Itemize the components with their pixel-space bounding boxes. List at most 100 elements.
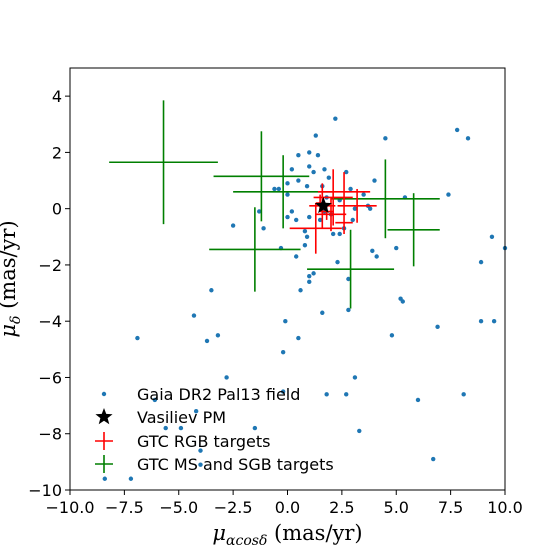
y-tick-label: 2	[52, 143, 62, 162]
gaia-point	[163, 425, 168, 431]
plot-frame	[69, 67, 506, 491]
y-tick-label: −4	[38, 312, 62, 331]
gaia-point	[435, 324, 440, 330]
gaia-point	[346, 307, 351, 313]
x-axis-label: μαcosδ (mas/yr)	[212, 521, 362, 549]
gaia-point	[261, 226, 266, 231]
gaia-point	[313, 133, 318, 138]
ms-sgb-errorbar	[209, 207, 301, 292]
ms-sgb-errorbar	[307, 229, 395, 309]
gaia-point	[204, 338, 210, 344]
gaia-point	[357, 428, 362, 434]
legend-vasiliev-label: Vasiliev PM	[137, 408, 226, 427]
gaia-point	[446, 192, 451, 197]
x-tick-label: −10.0	[45, 498, 94, 517]
gaia-point	[478, 259, 484, 265]
rgb-errorbar	[289, 203, 342, 254]
gaia-point	[307, 279, 312, 285]
gaia-point	[276, 186, 281, 192]
gaia-point	[370, 248, 375, 254]
gaia-point	[344, 169, 349, 175]
gaia-point	[296, 153, 301, 158]
gaia-point	[304, 234, 310, 239]
gaia-point	[198, 462, 203, 467]
gaia-point	[285, 192, 290, 197]
svg-text:μδ (mas/yr): μδ (mas/yr)	[0, 220, 24, 337]
gaia-point	[289, 209, 295, 214]
gaia-point	[135, 335, 140, 341]
ms-sgb-errorbar	[331, 159, 440, 239]
gaia-point	[102, 476, 108, 481]
gaia-point	[367, 206, 373, 211]
gaia-point	[307, 214, 312, 220]
gaia-point	[324, 392, 329, 397]
gaia-point	[224, 375, 229, 380]
gaia-point	[307, 150, 312, 155]
gaia-point	[296, 178, 301, 183]
gaia-point	[294, 254, 299, 259]
legend-ms-sgb-label: GTC MS and SGB targets	[137, 455, 334, 474]
gaia-point	[415, 397, 421, 403]
x-axis-ticks: −10.0 −7.5 −5.0 −2.5 0.0 2.5 5.0 7.5 10.0	[45, 490, 523, 517]
gaia-point	[294, 217, 299, 223]
gaia-point	[431, 456, 436, 462]
legend-rgb-swatch	[95, 432, 113, 450]
gaia-point	[333, 116, 338, 121]
ms-sgb-errorbar	[109, 100, 218, 225]
gaia-point	[302, 228, 308, 234]
gaia-point	[465, 136, 471, 141]
gaia-point	[191, 313, 197, 318]
gaia-point	[302, 243, 308, 248]
y-axis-ticks: −10 −8 −6 −4 −2 0 2 4	[28, 87, 70, 500]
gaia-point	[311, 169, 316, 175]
gaia-point	[330, 231, 336, 237]
gaia-point	[280, 349, 286, 355]
x-tick-label: 5.0	[384, 498, 409, 517]
gaia-point	[491, 319, 497, 324]
gaia-point	[478, 319, 484, 324]
gaia-point	[322, 167, 327, 172]
ms-sgb-errorbars	[109, 100, 440, 309]
gaia-point	[252, 425, 258, 431]
gaia-point	[389, 333, 395, 338]
gaia-point	[215, 333, 221, 338]
y-tick-label: −10	[28, 481, 62, 500]
ms-sgb-errorbar	[233, 155, 334, 229]
gaia-point	[400, 299, 405, 304]
legend-rgb-label: GTC RGB targets	[137, 432, 270, 451]
gaia-point	[280, 389, 286, 394]
gaia-point	[344, 392, 349, 397]
gaia-field-points	[102, 116, 508, 481]
gaia-point	[307, 273, 312, 279]
gaia-point	[289, 167, 295, 172]
gaia-point	[209, 288, 214, 293]
x-tick-label: 2.5	[329, 498, 354, 517]
gaia-point	[193, 409, 199, 414]
legend-gaia-swatch	[101, 391, 107, 397]
gaia-point	[307, 164, 312, 169]
gaia-point	[283, 319, 288, 324]
legend-star-swatch	[95, 408, 113, 425]
y-tick-label: −2	[38, 256, 62, 275]
vasiliev-star	[314, 196, 332, 214]
gaia-point	[128, 476, 134, 481]
y-axis-label: μδ (mas/yr)	[0, 220, 24, 337]
gaia-point	[346, 276, 351, 282]
y-tick-label: −8	[38, 425, 62, 444]
gaia-point	[315, 153, 321, 158]
x-tick-label: 10.0	[487, 498, 523, 517]
rgb-errorbar	[337, 188, 377, 223]
gaia-point	[394, 245, 399, 251]
gaia-point	[304, 183, 310, 189]
y-tick-label: 4	[52, 87, 62, 106]
rgb-errorbar	[317, 172, 371, 212]
svg-text:μαcosδ (mas/yr): μαcosδ (mas/yr)	[212, 521, 362, 549]
gaia-point	[317, 217, 323, 223]
rgb-errorbars	[289, 169, 377, 254]
x-tick-label: −7.5	[105, 498, 144, 517]
gaia-point	[352, 375, 358, 380]
gaia-point	[361, 192, 366, 197]
y-tick-label: −6	[38, 368, 62, 387]
legend-gaia-label: Gaia DR2 Pal13 field	[137, 385, 300, 404]
x-tick-label: −5.0	[159, 498, 198, 517]
